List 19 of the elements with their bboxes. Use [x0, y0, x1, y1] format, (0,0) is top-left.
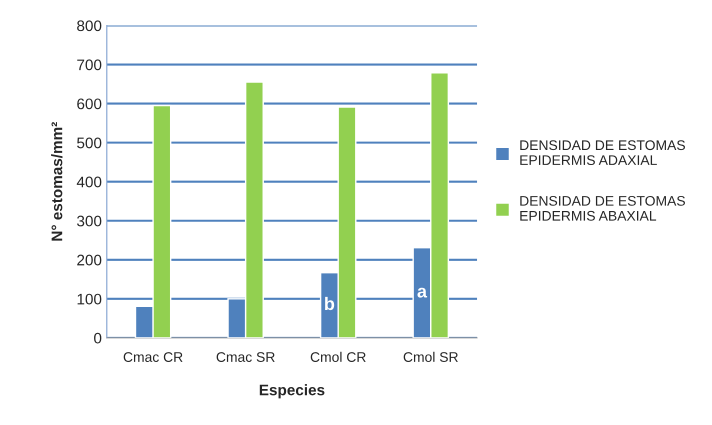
legend-label: DENSIDAD DE ESTOMAS EPIDERMIS ABAXIAL [520, 196, 685, 221]
y-tick-label: 0 [94, 332, 102, 344]
y-tick-label: 800 [77, 20, 102, 32]
y-tick-label: 600 [77, 98, 102, 110]
y-axis-title: N° estomas/mm² [51, 122, 62, 241]
y-tick-label: 100 [78, 294, 102, 305]
x-tick-label: Cmac SR [216, 352, 275, 362]
x-tick-label: Cmol CR [310, 352, 366, 362]
y-tick-label: 500 [77, 138, 102, 148]
y-tick-label: 700 [77, 59, 102, 70]
x-tick-label: Cmac CR [124, 352, 183, 362]
x-tick-label: Cmol SR [404, 352, 458, 362]
data-label: b [325, 296, 334, 310]
data-label: a [417, 288, 428, 298]
y-tick-label: 200 [77, 254, 102, 266]
y-tick-label: 300 [77, 216, 102, 226]
legend-label: DENSIDAD DE ESTOMAS EPIDERMIS ADAXIAL [520, 140, 685, 166]
y-tick-label: 400 [76, 176, 102, 188]
x-axis-title: Especies [260, 384, 324, 398]
